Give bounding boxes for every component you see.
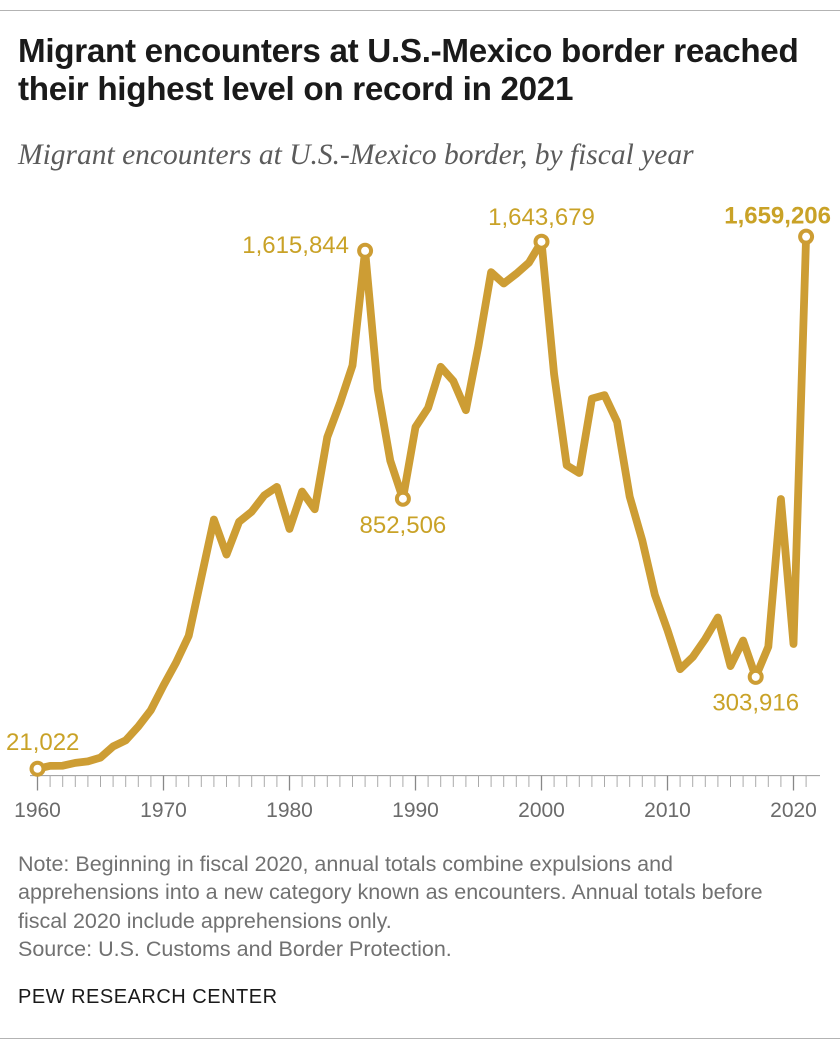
svg-text:852,506: 852,506 xyxy=(360,512,447,539)
svg-text:2020: 2020 xyxy=(770,799,817,822)
svg-text:2010: 2010 xyxy=(644,799,691,822)
svg-text:1970: 1970 xyxy=(140,799,187,822)
svg-text:1960: 1960 xyxy=(14,799,61,822)
svg-text:303,916: 303,916 xyxy=(712,690,799,717)
svg-text:1,643,679: 1,643,679 xyxy=(488,204,595,231)
svg-text:21,022: 21,022 xyxy=(6,729,79,756)
svg-text:1,659,206: 1,659,206 xyxy=(724,202,831,229)
svg-text:2000: 2000 xyxy=(518,799,565,822)
svg-text:1,615,844: 1,615,844 xyxy=(242,232,349,259)
svg-text:1980: 1980 xyxy=(266,799,313,822)
svg-text:1990: 1990 xyxy=(392,799,439,822)
